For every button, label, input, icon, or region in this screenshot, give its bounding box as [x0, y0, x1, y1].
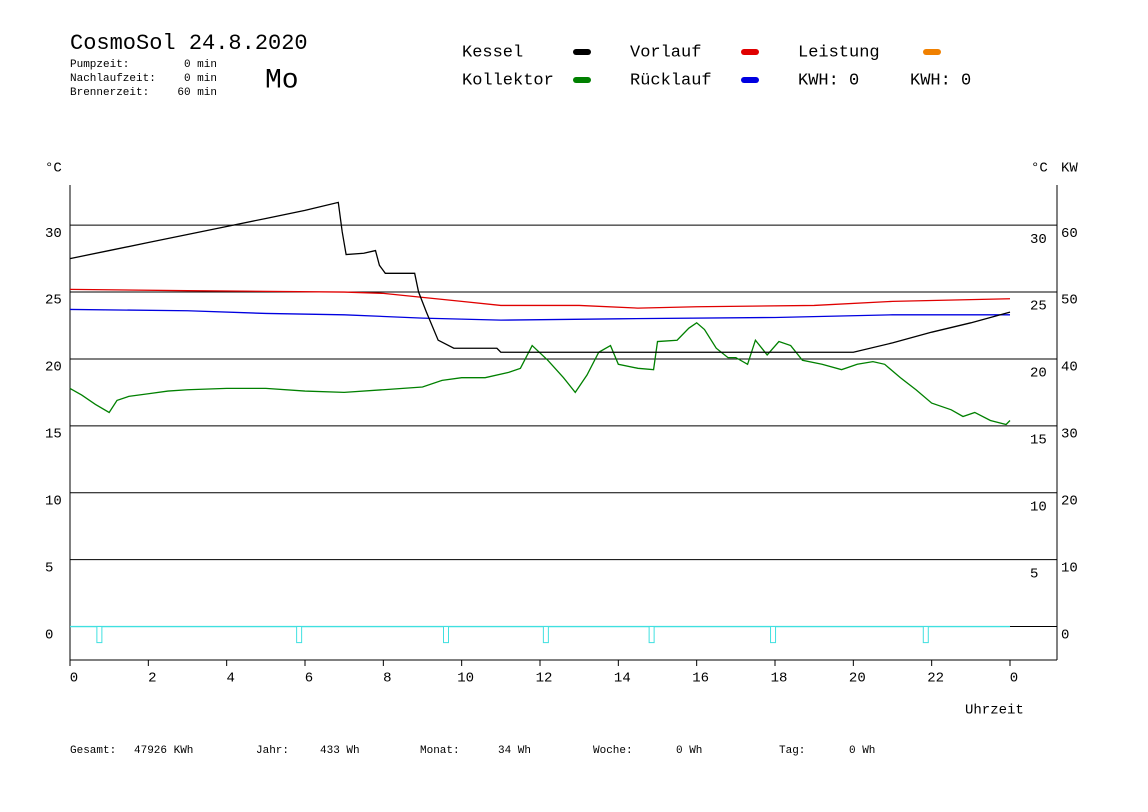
footer-value: 0 Wh — [849, 745, 875, 757]
x-tick-label: 2 — [148, 671, 156, 687]
y-tick-label: 0 — [45, 627, 53, 643]
x-tick-label: 14 — [614, 671, 631, 687]
weekday: Mo — [265, 65, 299, 96]
footer-value: 34 Wh — [498, 745, 531, 757]
y-tick-label: 25 — [45, 293, 62, 309]
x-tick-label: 4 — [226, 671, 234, 687]
legend-swatch — [573, 49, 591, 55]
y-tick-label-right: 30 — [1030, 232, 1047, 248]
legend-label: Vorlauf — [630, 43, 701, 62]
y-tick-label: 20 — [45, 360, 62, 376]
info-label: Pumpzeit: — [70, 59, 129, 71]
y-tick-label: 5 — [45, 560, 53, 576]
y-tick-label-right: 15 — [1030, 433, 1047, 449]
x-tick-label: 18 — [771, 671, 788, 687]
y-tick-label: 10 — [45, 493, 62, 509]
footer-value: 47926 KWh — [134, 745, 193, 757]
x-tick-label: 0 — [1010, 671, 1018, 687]
legend-swatch — [741, 49, 759, 55]
legend-label: Rücklauf — [630, 71, 712, 90]
y-tick-label: 30 — [45, 226, 62, 242]
legend-label: Kessel — [462, 43, 523, 62]
footer-label: Woche: — [593, 745, 633, 757]
info-value: 0 min — [184, 73, 217, 85]
x-axis-label: Uhrzeit — [965, 703, 1024, 719]
y2-tick-label: 50 — [1061, 293, 1078, 309]
chart-title: CosmoSol 24.8.2020 — [70, 31, 308, 56]
footer-label: Gesamt: — [70, 745, 116, 757]
pulse — [648, 626, 655, 644]
pulse — [96, 626, 103, 644]
y2-axis-label: KW — [1061, 161, 1078, 177]
footer-label: Monat: — [420, 745, 460, 757]
info-value: 0 min — [184, 59, 217, 71]
x-tick-label: 8 — [383, 671, 391, 687]
y-tick-label-right: 5 — [1030, 566, 1038, 582]
legend-swatch — [573, 77, 591, 83]
y-tick-label-right: 10 — [1030, 499, 1047, 515]
footer-value: 0 Wh — [676, 745, 702, 757]
legend-label: Leistung — [798, 43, 880, 62]
y2-tick-label: 60 — [1061, 226, 1078, 242]
kwh-label: KWH: 0 — [798, 71, 859, 90]
x-tick-label: 22 — [927, 671, 944, 687]
y-tick-label-right: 20 — [1030, 366, 1047, 382]
kwh-label: KWH: 0 — [910, 71, 971, 90]
footer-label: Jahr: — [256, 745, 289, 757]
pulse — [770, 626, 777, 644]
pulse — [296, 626, 303, 644]
info-label: Nachlaufzeit: — [70, 73, 156, 85]
series-line — [69, 321, 1011, 426]
footer-label: Tag: — [779, 745, 805, 757]
series-line — [69, 308, 1010, 321]
y2-tick-label: 30 — [1061, 427, 1078, 443]
y2-tick-label: 40 — [1061, 360, 1078, 376]
x-tick-label: 12 — [536, 671, 553, 687]
footer-value: 433 Wh — [320, 745, 360, 757]
y2-tick-label: 10 — [1061, 560, 1078, 576]
pulse — [922, 626, 929, 644]
y2-tick-label: 20 — [1061, 493, 1078, 509]
x-tick-label: 16 — [692, 671, 709, 687]
legend-swatch — [741, 77, 759, 83]
x-tick-label: 10 — [457, 671, 474, 687]
x-tick-label: 0 — [70, 671, 78, 687]
series-line — [69, 201, 1011, 353]
x-tick-label: 20 — [849, 671, 866, 687]
series-line — [69, 288, 1011, 309]
y2-axis-label-left: °C — [1031, 161, 1048, 177]
y-tick-label-right: 25 — [1030, 299, 1047, 315]
info-value: 60 min — [177, 87, 217, 99]
y-tick-label: 15 — [45, 427, 62, 443]
y-axis-label: °C — [45, 161, 62, 177]
y2-tick-label: 0 — [1061, 627, 1069, 643]
legend-swatch — [923, 49, 941, 55]
info-label: Brennerzeit: — [70, 87, 149, 99]
x-tick-label: 6 — [305, 671, 313, 687]
pulse — [542, 626, 549, 644]
pulse — [443, 626, 449, 644]
legend-label: Kollektor — [462, 71, 554, 90]
